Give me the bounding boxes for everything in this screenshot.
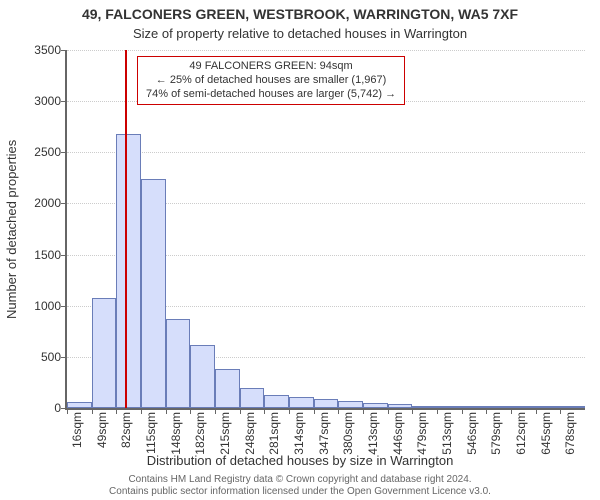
x-tick-label: 82sqm xyxy=(119,408,133,448)
footer-line-2: Contains public sector information licen… xyxy=(0,486,600,498)
y-tick-label: 1500 xyxy=(34,248,67,262)
x-tick-label: 314sqm xyxy=(292,408,306,455)
x-tick-mark xyxy=(67,408,68,414)
x-tick-label: 115sqm xyxy=(144,408,158,454)
plot-area: 050010001500200025003000350016sqm49sqm82… xyxy=(65,50,585,410)
x-tick-label: 182sqm xyxy=(193,408,207,455)
histogram-bar xyxy=(141,179,166,408)
histogram-bar xyxy=(264,395,289,408)
x-tick-mark xyxy=(338,408,339,414)
y-tick-label: 2500 xyxy=(34,145,67,159)
x-tick-label: 612sqm xyxy=(514,408,528,455)
x-tick-mark xyxy=(141,408,142,414)
x-tick-mark xyxy=(363,408,364,414)
y-tick-label: 3500 xyxy=(34,43,67,57)
gridline xyxy=(67,152,585,153)
histogram-bar xyxy=(116,134,141,408)
x-tick-mark xyxy=(412,408,413,414)
x-tick-mark xyxy=(560,408,561,414)
histogram-bar xyxy=(190,345,215,408)
footer-line-1: Contains HM Land Registry data © Crown c… xyxy=(0,474,600,486)
x-tick-mark xyxy=(116,408,117,414)
footer: Contains HM Land Registry data © Crown c… xyxy=(0,474,600,498)
x-tick-mark xyxy=(462,408,463,414)
x-tick-mark xyxy=(511,408,512,414)
x-tick-label: 413sqm xyxy=(366,408,380,455)
x-tick-label: 16sqm xyxy=(70,408,84,448)
histogram-bar xyxy=(338,401,363,408)
histogram-bar xyxy=(215,369,240,408)
x-tick-label: 579sqm xyxy=(489,408,503,455)
x-tick-mark xyxy=(314,408,315,414)
x-tick-mark xyxy=(536,408,537,414)
chart-title: 49, FALCONERS GREEN, WESTBROOK, WARRINGT… xyxy=(0,6,600,22)
annotation-box: 49 FALCONERS GREEN: 94sqm ← 25% of detac… xyxy=(137,56,405,105)
x-tick-mark xyxy=(289,408,290,414)
annotation-line-3: 74% of semi-detached houses are larger (… xyxy=(146,88,396,102)
x-tick-label: 49sqm xyxy=(95,408,109,448)
x-tick-mark xyxy=(166,408,167,414)
y-tick-label: 2000 xyxy=(34,196,67,210)
histogram-bar xyxy=(289,397,314,408)
x-tick-label: 678sqm xyxy=(563,408,577,455)
annotation-line-1: 49 FALCONERS GREEN: 94sqm xyxy=(146,60,396,74)
x-tick-mark xyxy=(240,408,241,414)
x-tick-mark xyxy=(486,408,487,414)
x-tick-label: 215sqm xyxy=(218,408,232,455)
histogram-bar xyxy=(240,388,265,408)
x-tick-label: 446sqm xyxy=(391,408,405,455)
gridline xyxy=(67,50,585,51)
x-tick-mark xyxy=(437,408,438,414)
histogram-bar xyxy=(166,319,191,408)
annotation-line-2: ← 25% of detached houses are smaller (1,… xyxy=(146,74,396,88)
y-tick-label: 500 xyxy=(41,350,67,364)
x-tick-label: 546sqm xyxy=(465,408,479,455)
x-tick-mark xyxy=(388,408,389,414)
x-tick-label: 380sqm xyxy=(341,408,355,455)
histogram-bar xyxy=(314,399,339,408)
x-tick-mark xyxy=(215,408,216,414)
x-tick-mark xyxy=(264,408,265,414)
x-tick-label: 148sqm xyxy=(169,408,183,455)
y-axis-label: Number of detached properties xyxy=(4,139,19,318)
x-tick-mark xyxy=(92,408,93,414)
chart-subtitle: Size of property relative to detached ho… xyxy=(0,26,600,41)
x-tick-label: 347sqm xyxy=(317,408,331,455)
histogram-bar xyxy=(92,298,117,408)
x-tick-label: 645sqm xyxy=(539,408,553,455)
x-tick-label: 248sqm xyxy=(243,408,257,455)
chart-container: { "title": "49, FALCONERS GREEN, WESTBRO… xyxy=(0,0,600,500)
y-tick-label: 3000 xyxy=(34,94,67,108)
x-axis-label: Distribution of detached houses by size … xyxy=(0,453,600,468)
y-tick-label: 1000 xyxy=(34,299,67,313)
reference-line xyxy=(125,50,127,408)
x-tick-label: 513sqm xyxy=(440,408,454,455)
x-tick-label: 479sqm xyxy=(415,408,429,455)
y-tick-label: 0 xyxy=(54,401,67,415)
x-tick-mark xyxy=(190,408,191,414)
x-tick-label: 281sqm xyxy=(267,408,281,455)
